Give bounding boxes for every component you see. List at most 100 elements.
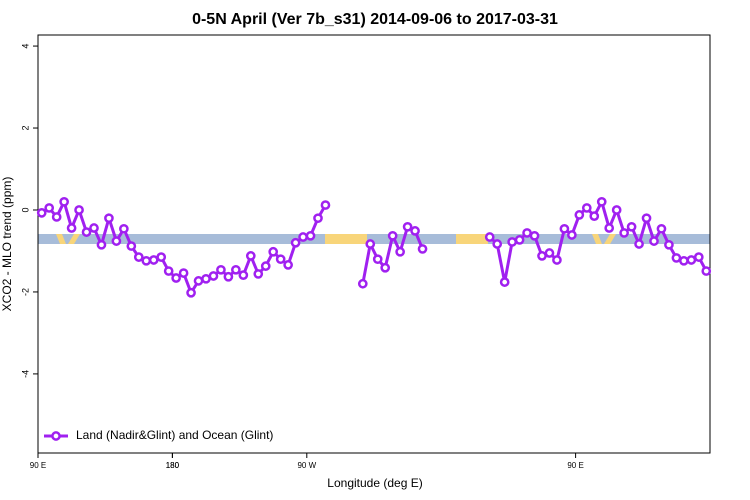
- x-tick-label: 180: [166, 461, 180, 470]
- data-point: [581, 203, 592, 213]
- data-point: [201, 273, 211, 284]
- data-point: [111, 236, 122, 246]
- data-point: [701, 266, 712, 276]
- land-band: [68, 234, 80, 244]
- data-point: [529, 230, 540, 241]
- data-point: [649, 236, 659, 246]
- data-point: [320, 200, 331, 210]
- data-point: [499, 277, 510, 287]
- data-point: [305, 230, 316, 241]
- data-point: [395, 246, 405, 257]
- data-point: [156, 252, 167, 262]
- data-point: [253, 269, 264, 279]
- land-band: [604, 234, 616, 244]
- land-band: [56, 234, 66, 244]
- legend-marker: [51, 431, 61, 441]
- y-axis-label: XCO2 - MLO trend (ppm): [0, 177, 14, 312]
- legend-label: Land (Nadir&Glint) and Ocean (Glint): [76, 428, 273, 442]
- y-tick-label: 0: [20, 207, 30, 212]
- x-tick-label: 90 W: [297, 461, 316, 470]
- data-point: [148, 255, 159, 265]
- data-point: [81, 227, 92, 237]
- x-tick-label: 90 E: [567, 461, 583, 470]
- data-point: [126, 241, 137, 251]
- data-point: [283, 260, 293, 270]
- data-point: [387, 230, 398, 241]
- series-line: [40, 197, 708, 297]
- data-point: [559, 223, 570, 234]
- data-point: [119, 223, 129, 234]
- data-point: [245, 251, 256, 261]
- data-point: [268, 246, 279, 257]
- data-point: [619, 228, 629, 238]
- data-point: [357, 278, 368, 289]
- data-point: [372, 254, 383, 265]
- data-point: [133, 252, 144, 262]
- data-point: [186, 287, 196, 298]
- data-point: [410, 226, 420, 236]
- data-point: [686, 255, 697, 265]
- data-point: [96, 239, 107, 250]
- data-point: [298, 232, 308, 242]
- data-point: [208, 271, 219, 281]
- data-point: [260, 261, 271, 271]
- data-point: [611, 205, 622, 215]
- chart-title: 0-5N April (Ver 7b_s31) 2014-09-06 to 20…: [192, 11, 558, 28]
- data-point: [178, 268, 189, 278]
- data-point: [589, 211, 600, 221]
- y-tick-label: -2: [20, 288, 30, 296]
- data-point: [671, 253, 682, 263]
- data-point: [664, 239, 674, 250]
- data-point: [171, 273, 181, 283]
- data-point: [574, 210, 585, 220]
- ocean-band: [38, 234, 710, 244]
- data-point: [604, 223, 615, 233]
- data-point: [641, 213, 652, 224]
- data-point: [492, 239, 503, 249]
- data-point: [141, 255, 152, 266]
- data-point: [74, 205, 84, 215]
- y-tick-label: 4: [20, 44, 30, 49]
- land-band: [592, 234, 602, 244]
- data-point: [567, 230, 577, 240]
- data-point: [89, 223, 99, 233]
- surface-band: [38, 234, 710, 244]
- data-point: [514, 235, 525, 245]
- plot-frame: [37, 34, 711, 454]
- data-point: [231, 264, 241, 275]
- y-tick-label: 2: [20, 126, 30, 131]
- data-point: [365, 239, 376, 249]
- data-point: [484, 232, 495, 242]
- data-point: [36, 208, 47, 218]
- data-point: [104, 213, 114, 224]
- data-point: [552, 255, 562, 265]
- data-point: [163, 266, 174, 276]
- data-point: [693, 252, 704, 262]
- data-point: [596, 196, 607, 207]
- y-tick-label: -4: [20, 370, 30, 378]
- data-point: [51, 212, 62, 222]
- data-point: [216, 264, 226, 275]
- land-band: [456, 234, 488, 244]
- x-tick-label: 180: [166, 461, 180, 470]
- data-point: [656, 223, 667, 234]
- data-point: [626, 221, 637, 232]
- data-point: [66, 223, 77, 233]
- data-point: [402, 221, 413, 232]
- data-point: [634, 239, 644, 249]
- data-point: [59, 196, 69, 207]
- data-point: [193, 276, 204, 286]
- data-point: [238, 270, 249, 280]
- data-point: [313, 213, 323, 224]
- data-point: [679, 255, 689, 266]
- data-point: [417, 244, 428, 254]
- data-point: [223, 271, 234, 282]
- x-axis-label: Longitude (deg E): [327, 476, 422, 490]
- land-band: [325, 234, 367, 244]
- data-point: [507, 237, 517, 247]
- data-point: [537, 251, 547, 261]
- x-tick-label: 90 E: [30, 461, 46, 470]
- data-point: [44, 203, 55, 213]
- data-point: [380, 262, 391, 273]
